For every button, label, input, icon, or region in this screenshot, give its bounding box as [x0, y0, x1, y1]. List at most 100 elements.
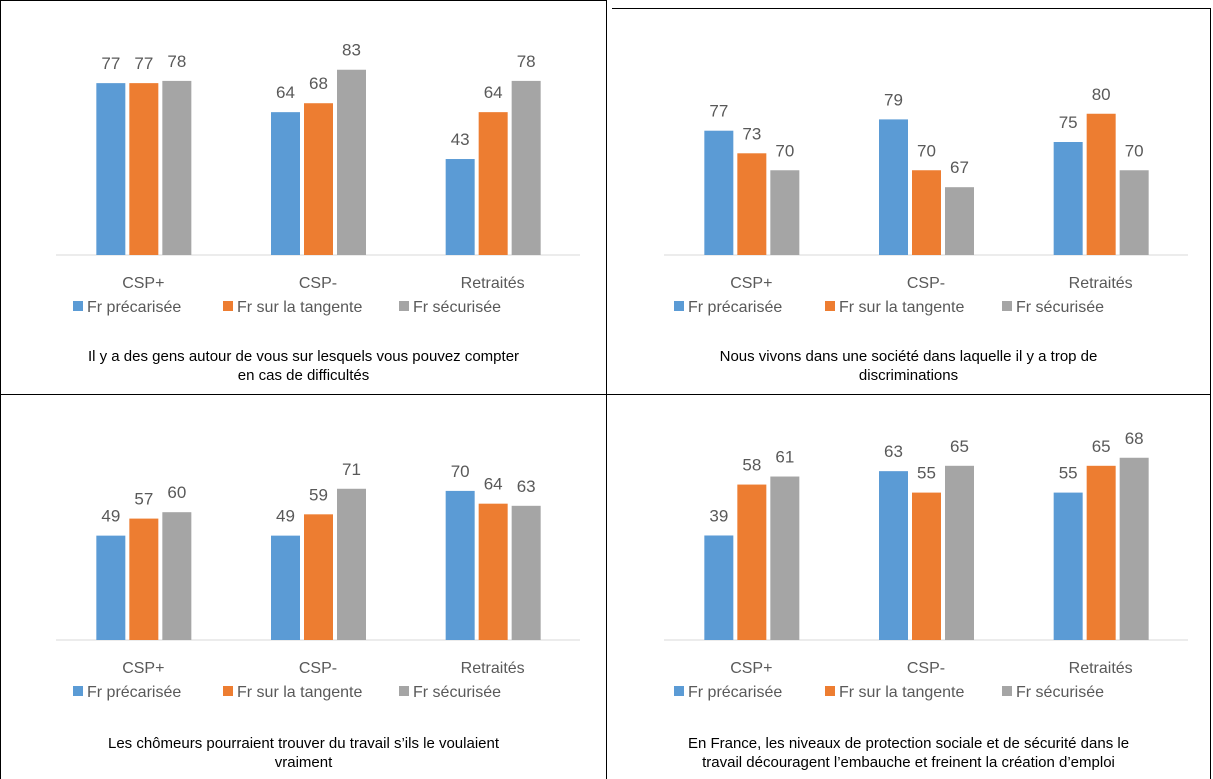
chart-2-data-label-2-1: 64	[484, 475, 503, 494]
chart-2-bar-0-1	[129, 518, 159, 640]
chart-1-data-label-1-0: 79	[884, 90, 903, 109]
chart-1-category-label-0: CSP+	[730, 275, 772, 292]
chart-0-bar-2-2	[511, 80, 541, 256]
chart-3-bar-2-1	[1086, 465, 1116, 640]
chart-1-bar-1-1	[912, 170, 941, 255]
chart-3-data-label-1-0: 63	[884, 442, 903, 461]
chart-1-legend-label-1: Fr sur la tangente	[839, 299, 965, 316]
chart-2-legend-swatch-1	[223, 686, 233, 696]
chart-1-data-label-2-1: 80	[1092, 85, 1111, 104]
chart-0-bar-2-1	[478, 112, 508, 255]
chart-1-legend-swatch-0	[674, 301, 684, 311]
chart-0-data-label-0-1: 77	[134, 54, 153, 73]
chart-3-legend-swatch-0	[674, 686, 684, 696]
chart-2-bar-0-0	[96, 535, 126, 640]
chart-2-bar-2-0	[445, 490, 475, 640]
chart-0-data-label-0-2: 78	[167, 52, 186, 71]
chart-2-bar-1-1	[304, 514, 333, 640]
chart-0-data-label-1-2: 83	[342, 41, 361, 60]
chart-2-bar-1-2	[337, 488, 366, 640]
chart-1-category-label-2: Retraités	[1069, 275, 1133, 292]
chart-1-caption: Nous vivons dans une société dans laquel…	[607, 347, 1210, 385]
chart-3-bar-1-0	[879, 471, 908, 640]
chart-0-data-label-2-0: 43	[451, 130, 470, 149]
chart-panel-1: 77 73 70 CSP+ 79 70 67 CSP- 75 80 70 Retraités Fr pr…	[607, 1, 1210, 394]
chart-2-data-label-1-2: 71	[342, 460, 361, 479]
chart-3-data-label-1-1: 55	[917, 464, 936, 483]
chart-0-bar-1-1	[304, 103, 333, 255]
chart-0-bar-1-2	[337, 69, 366, 255]
chart-3-caption-line-2: travail découragent l’embauche et freine…	[702, 754, 1115, 771]
chart-2-data-label-0-1: 57	[134, 490, 153, 509]
chart-1-bar-2-2	[1119, 170, 1149, 255]
chart-3-data-label-2-0: 55	[1059, 464, 1078, 483]
chart-1-legend-swatch-2	[1002, 301, 1012, 311]
chart-0-bar-0-2	[162, 80, 192, 256]
chart-3-bar-2-0	[1053, 492, 1083, 640]
chart-1-bar-2-1	[1086, 113, 1116, 255]
chart-1-bar-0-1	[737, 153, 767, 255]
chart-3-data-label-2-2: 68	[1125, 429, 1144, 448]
chart-0-data-label-1-1: 68	[309, 74, 328, 93]
chart-0-data-label-2-2: 78	[517, 52, 536, 71]
chart-3-legend-label-2: Fr sécurisée	[1016, 684, 1104, 701]
chart-1-data-label-2-0: 75	[1059, 113, 1078, 132]
chart-0-caption: Il y a des gens autour de vous sur lesqu…	[1, 347, 606, 385]
chart-1-legend-swatch-1	[825, 301, 835, 311]
chart-3-caption-line-1: En France, les niveaux de protection soc…	[687, 735, 1130, 752]
chart-3-category-label-2: Retraités	[1069, 660, 1133, 677]
chart-2-data-label-2-0: 70	[451, 462, 470, 481]
chart-2-data-label-1-1: 59	[309, 485, 328, 504]
chart-3-legend-swatch-2	[1002, 686, 1012, 696]
chart-2-bar-1-0	[271, 535, 300, 640]
chart-3-caption: En France, les niveaux de protection soc…	[607, 734, 1210, 772]
chart-3-bar-0-0	[704, 535, 734, 640]
chart-2-bar-2-2	[511, 505, 541, 640]
frame-row-divider	[0, 394, 1211, 395]
chart-3-bar-2-2	[1119, 457, 1149, 640]
chart-2-data-label-0-2: 60	[167, 483, 186, 502]
chart-1-bar-1-0	[879, 119, 908, 256]
chart-1-data-label-0-0: 77	[709, 102, 728, 121]
chart-3-bar-0-2	[770, 476, 800, 640]
chart-3-legend-swatch-1	[825, 686, 835, 696]
chart-1-data-label-1-1: 70	[917, 141, 936, 160]
chart-2-category-label-1: CSP-	[299, 660, 337, 677]
chart-0-caption-line-2: en cas de difficultés	[237, 367, 370, 384]
chart-3-category-label-1: CSP-	[907, 660, 945, 677]
chart-0-legend-swatch-0	[73, 301, 83, 311]
chart-0-bar-1-0	[271, 112, 300, 255]
chart-0-bar-0-1	[129, 83, 159, 255]
chart-3-bar-0-1	[737, 484, 767, 640]
chart-2-svg: 49 57 60 CSP+ 49 59 71 CSP- 70 64 63 Retraités Fr pr…	[56, 460, 580, 701]
frame-top-left	[0, 0, 606, 1]
chart-0-legend-label-2: Fr sécurisée	[413, 299, 501, 316]
frame-middle	[606, 0, 607, 779]
chart-1-data-label-0-1: 73	[742, 124, 761, 143]
chart-3-bar-1-1	[912, 492, 941, 640]
chart-3-legend-label-1: Fr sur la tangente	[839, 684, 965, 701]
chart-3-data-label-0-0: 39	[709, 506, 728, 525]
chart-2-legend-label-1: Fr sur la tangente	[237, 684, 363, 701]
chart-1-svg: 77 73 70 CSP+ 79 70 67 CSP- 75 80 70 Retraités Fr pr…	[664, 85, 1188, 316]
chart-1-category-label-1: CSP-	[907, 275, 945, 292]
chart-2-bar-0-2	[162, 512, 192, 640]
chart-0-legend-label-0: Fr précarisée	[87, 299, 181, 316]
chart-0-legend-swatch-2	[399, 301, 409, 311]
chart-0-bar-2-0	[445, 159, 475, 255]
chart-2-data-label-2-2: 63	[517, 477, 536, 496]
chart-0-category-label-2: Retraités	[461, 275, 525, 292]
chart-2-bar-2-1	[478, 503, 508, 640]
chart-2-data-label-1-0: 49	[276, 507, 295, 526]
chart-3-category-label-0: CSP+	[730, 660, 772, 677]
chart-3-data-label-0-1: 58	[742, 456, 761, 475]
chart-3-bar-1-2	[945, 465, 974, 640]
chart-0-legend-swatch-1	[223, 301, 233, 311]
chart-0-data-label-0-0: 77	[101, 54, 120, 73]
chart-1-legend-label-2: Fr sécurisée	[1016, 299, 1104, 316]
chart-3-svg: 39 58 61 CSP+ 63 55 65 CSP- 55 65 68 Retraités Fr pr…	[664, 429, 1188, 701]
chart-1-data-label-0-2: 70	[775, 141, 794, 160]
chart-2-caption-line-1: Les chômeurs pourraient trouver du trava…	[107, 735, 500, 752]
chart-0-svg: 77 77 78 CSP+ 64 68 83 CSP- 43 64 78 Retraités Fr pr…	[56, 41, 580, 316]
